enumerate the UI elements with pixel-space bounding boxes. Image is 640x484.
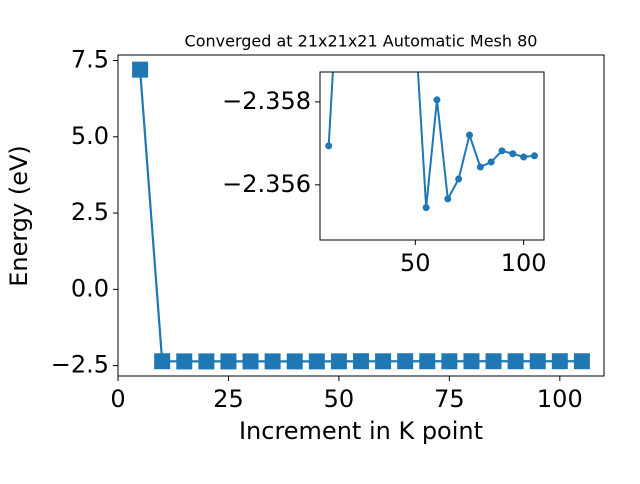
y-tick-label: 7.5	[71, 45, 109, 73]
marker	[551, 353, 568, 370]
marker	[308, 353, 325, 370]
marker	[476, 163, 484, 171]
y-tick-label: −2.358	[222, 87, 311, 115]
axes-frame	[117, 54, 605, 377]
marker	[455, 175, 463, 183]
marker	[353, 353, 369, 370]
marker	[220, 353, 237, 370]
axes-frame	[319, 71, 545, 241]
x-axis-label: Increment in K point	[239, 417, 483, 445]
marker	[154, 353, 171, 370]
marker	[397, 353, 414, 370]
x-tick-label: 0	[110, 385, 125, 413]
y-tick-label: 2.5	[71, 198, 109, 226]
plot-layer	[325, 24, 538, 212]
marker	[132, 61, 149, 78]
x-tick-label: 25	[213, 385, 244, 413]
marker	[507, 353, 524, 370]
marker	[198, 353, 215, 370]
marker	[325, 142, 333, 150]
marker	[419, 353, 436, 370]
marker	[441, 353, 458, 370]
x-tick-label: 50	[324, 385, 355, 413]
marker	[509, 150, 517, 158]
y-tick-label: −2.356	[222, 170, 311, 198]
x-tick-label: 75	[434, 385, 465, 413]
marker	[375, 353, 392, 370]
marker	[286, 353, 303, 370]
marker	[498, 147, 506, 155]
marker	[176, 353, 193, 370]
marker	[264, 353, 281, 370]
marker	[422, 204, 430, 212]
marker	[487, 158, 495, 166]
marker	[412, 24, 419, 31]
plot-layer	[132, 61, 590, 370]
marker	[242, 353, 259, 370]
x-tick-label: 100	[537, 385, 583, 413]
chart-title: Converged at 21x21x21 Automatic Mesh 80	[185, 32, 538, 51]
marker	[485, 353, 502, 370]
x-tick-label: 50	[400, 249, 431, 277]
marker	[530, 152, 538, 160]
marker	[465, 131, 473, 139]
y-tick-label: −2.5	[51, 351, 109, 379]
x-tick-label: 100	[501, 249, 547, 277]
marker	[520, 153, 528, 161]
marker	[573, 353, 590, 370]
marker	[529, 353, 546, 370]
marker	[433, 96, 441, 104]
marker	[330, 353, 347, 370]
y-tick-label: 5.0	[71, 122, 109, 150]
y-tick-label: 0.0	[71, 274, 109, 302]
y-axis-label: Energy (eV)	[5, 145, 33, 287]
marker	[444, 195, 452, 203]
marker	[463, 353, 480, 370]
